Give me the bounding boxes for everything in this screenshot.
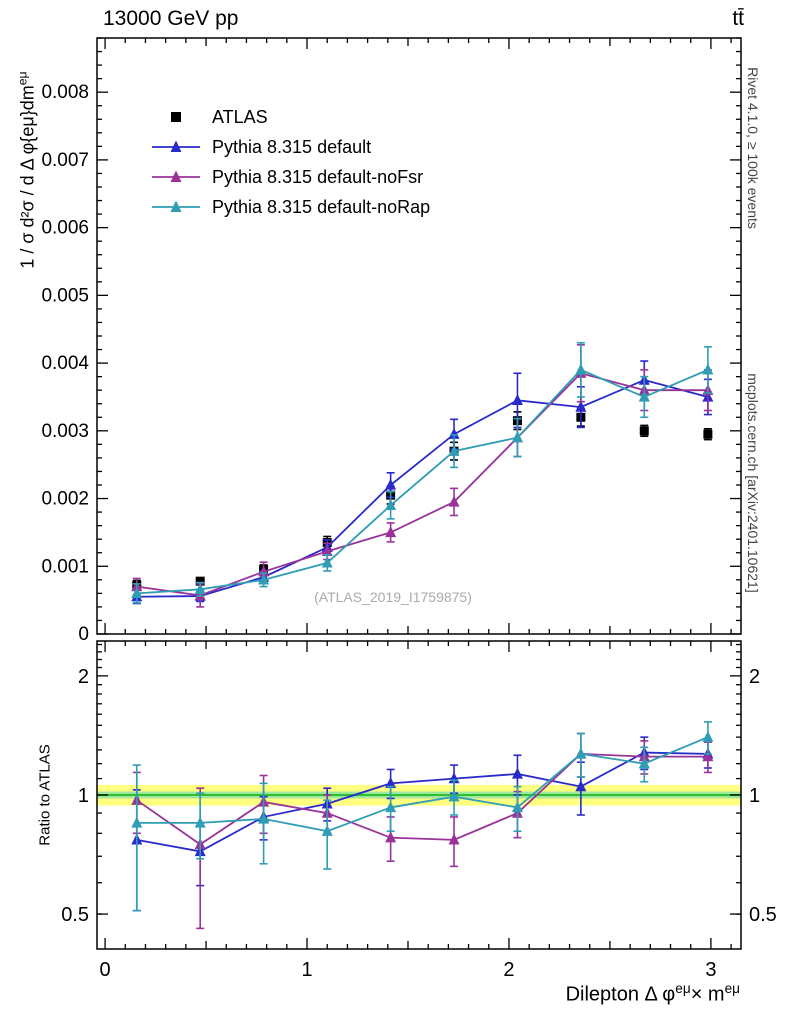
pythia-nofsr-marker-icon [152, 170, 200, 182]
svg-text:0.002: 0.002 [41, 489, 89, 510]
svg-text:0.007: 0.007 [41, 150, 89, 171]
legend-label-pythia-norap: Pythia 8.315 default-noRap [212, 196, 431, 217]
pythia-default-marker-icon [152, 140, 200, 152]
atlas-square-marker-icon [171, 112, 181, 122]
svg-text:0.005: 0.005 [41, 285, 89, 306]
svg-text:0: 0 [78, 624, 89, 645]
legend-item-pythia-default: Pythia 8.315 default [150, 132, 430, 162]
svg-text:0.008: 0.008 [41, 82, 89, 103]
legend-item-pythia-norap: Pythia 8.315 default-noRap [150, 192, 430, 222]
svg-text:1: 1 [749, 785, 760, 807]
process-title: tt̄ [732, 7, 744, 30]
legend-item-atlas: ATLAS [150, 102, 430, 132]
mcplots-arxiv-note: mcplots.cern.ch [arXiv:2401.10621] [745, 373, 761, 593]
svg-text:0.5: 0.5 [749, 904, 777, 926]
svg-text:0.003: 0.003 [41, 421, 89, 442]
svg-text:0.004: 0.004 [41, 353, 89, 374]
x-axis-label: Dilepton Δ φeμ× meμ [565, 981, 740, 1006]
rivet-version-note: Rivet 4.1.0, ≥ 100k events [745, 67, 761, 229]
svg-text:0.006: 0.006 [41, 218, 89, 239]
svg-text:2: 2 [503, 959, 514, 981]
pythia-norap-marker-icon [152, 200, 200, 212]
legend-item-pythia-nofsr: Pythia 8.315 default-noFsr [150, 162, 430, 192]
legend-label-pythia-default: Pythia 8.315 default [212, 136, 372, 157]
legend: ATLAS Pythia 8.315 default Pythia 8.315 … [150, 102, 430, 222]
beam-energy-title: 13000 GeV pp [103, 7, 239, 30]
legend-label-pythia-nofsr: Pythia 8.315 default-noFsr [212, 166, 424, 187]
main-y-axis-label: 1 / σ d²σ / d Δ φ{eμ}dmeμ [15, 71, 38, 269]
svg-text:1: 1 [301, 959, 312, 981]
ratio-y-axis-label: Ratio to ATLAS [36, 744, 54, 846]
svg-text:2: 2 [78, 666, 89, 688]
svg-text:1: 1 [78, 785, 89, 807]
svg-text:0.5: 0.5 [61, 904, 89, 926]
svg-text:2: 2 [749, 666, 760, 688]
svg-text:0: 0 [100, 959, 111, 981]
legend-label-atlas: ATLAS [212, 106, 268, 127]
svg-text:3: 3 [705, 959, 716, 981]
analysis-id-watermark: (ATLAS_2019_I1759875) [314, 589, 472, 605]
svg-text:0.001: 0.001 [41, 556, 89, 577]
